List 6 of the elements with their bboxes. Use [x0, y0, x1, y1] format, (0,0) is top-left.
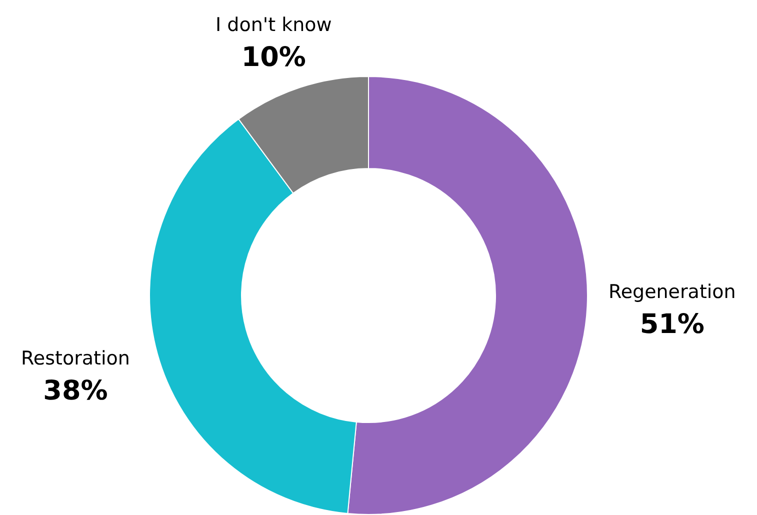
slice-label: I don't know: [215, 14, 332, 36]
slice-label: Restoration: [21, 347, 130, 370]
data-label: 38%: [43, 376, 108, 407]
data-label: 10%: [241, 42, 306, 74]
slice-label: Regeneration: [608, 280, 736, 303]
data-label: 51%: [640, 308, 704, 340]
